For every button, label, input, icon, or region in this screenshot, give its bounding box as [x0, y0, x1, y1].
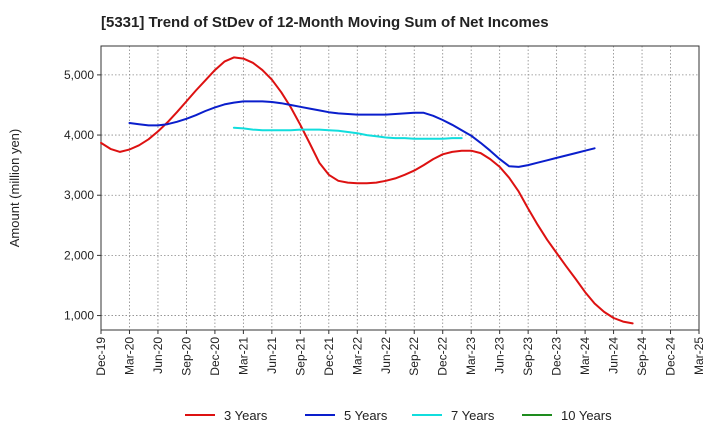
x-tick-label: Dec-21 — [322, 337, 336, 376]
series-line-2 — [128, 100, 596, 168]
x-tick-label: Mar-22 — [350, 337, 364, 375]
y-tick-label: 4,000 — [64, 128, 94, 142]
x-tick-label: Sep-22 — [407, 337, 421, 376]
series-layer — [100, 56, 634, 325]
grid-layer — [100, 46, 700, 330]
legend-label-4: 10 Years — [561, 408, 612, 423]
x-tick-label: Sep-21 — [293, 337, 307, 376]
x-tick-label: Mar-20 — [122, 337, 136, 375]
x-tick-label: Sep-23 — [521, 337, 535, 376]
x-tick-label: Jun-24 — [607, 337, 621, 374]
x-tick-label: Dec-24 — [664, 337, 678, 376]
y-tick-label: 1,000 — [64, 309, 94, 323]
legend-label-2: 5 Years — [344, 408, 388, 423]
chart-title: [5331] Trend of StDev of 12-Month Moving… — [101, 14, 549, 31]
legend-layer: 3 Years 5 Years 7 Years 10 Years — [185, 408, 612, 423]
x-tick-label: Mar-25 — [692, 337, 706, 375]
x-tick-label: Dec-19 — [94, 337, 108, 376]
legend-label-3: 7 Years — [451, 408, 495, 423]
y-tick-label: 5,000 — [64, 68, 94, 82]
x-tick-label: Jun-22 — [379, 337, 393, 374]
axis-layer: 1,000 2,000 3,000 4,000 5,000 Dec-19 Mar-20 Jun… — [7, 45, 706, 376]
x-tick-label: Jun-23 — [493, 337, 507, 374]
x-tick-label: Jun-20 — [151, 337, 165, 374]
y-tick-label: 2,000 — [64, 248, 94, 262]
legend-label-1: 3 Years — [224, 408, 268, 423]
series-line-1 — [100, 56, 634, 325]
x-tick-label: Mar-23 — [464, 337, 478, 375]
y-tick-label: 3,000 — [64, 188, 94, 202]
plot-frame — [100, 45, 700, 331]
x-tick-label: Dec-23 — [550, 337, 564, 376]
x-tick-label: Dec-22 — [436, 337, 450, 376]
y-axis-label: Amount (million yen) — [7, 129, 22, 248]
x-tick-label: Dec-20 — [208, 337, 222, 376]
x-tick-label: Jun-21 — [265, 337, 279, 374]
x-tick-label: Mar-24 — [578, 337, 592, 375]
x-tick-label: Sep-24 — [635, 337, 649, 376]
series-line-3 — [232, 126, 463, 140]
x-tick-label: Mar-21 — [236, 337, 250, 375]
x-tick-label: Sep-20 — [179, 337, 193, 376]
